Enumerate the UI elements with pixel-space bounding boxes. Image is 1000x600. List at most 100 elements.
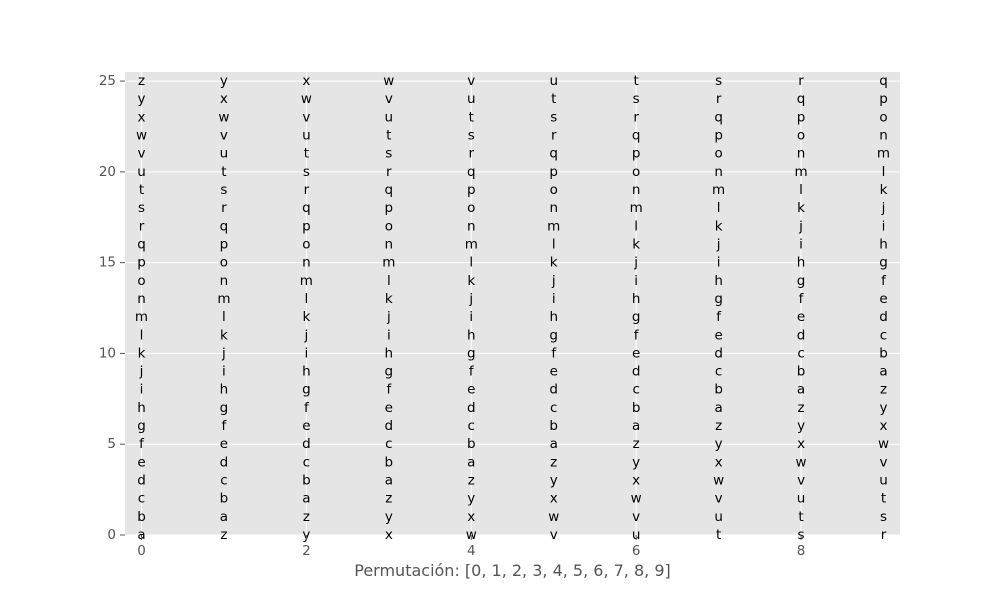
- cell-letter: g: [220, 400, 229, 416]
- cell-letter: h: [220, 382, 229, 398]
- cell-letter: s: [138, 200, 145, 216]
- cell-letter: h: [714, 273, 723, 289]
- cell-letter: o: [714, 146, 722, 162]
- cell-letter: t: [551, 91, 556, 107]
- x-tick-label: 6: [632, 543, 641, 559]
- cell-letter: p: [549, 164, 558, 180]
- cell-letter: f: [222, 418, 228, 434]
- cell-letter: d: [467, 400, 476, 416]
- cell-letter: x: [797, 436, 805, 452]
- cell-letter: w: [631, 491, 642, 507]
- cell-letter: s: [303, 164, 310, 180]
- cell-letter: a: [550, 436, 558, 452]
- cell-letter: w: [713, 473, 724, 489]
- cell-letter: o: [385, 218, 393, 234]
- cell-letter: b: [467, 436, 476, 452]
- cell-letter: h: [879, 236, 888, 252]
- cell-letter: h: [467, 327, 476, 343]
- cell-letter: n: [302, 255, 311, 271]
- cell-letter: x: [467, 509, 475, 525]
- cell-letter: j: [139, 364, 144, 380]
- cell-letter: m: [135, 309, 148, 325]
- cell-letter: v: [137, 146, 145, 162]
- cell-letter: e: [879, 291, 887, 307]
- cell-letter: i: [140, 382, 144, 398]
- cell-letter: a: [797, 382, 805, 398]
- cell-letter: j: [468, 291, 473, 307]
- cell-letter: f: [634, 327, 640, 343]
- cell-letter: l: [305, 291, 309, 307]
- cell-letter: i: [882, 218, 886, 234]
- cell-letter: f: [386, 382, 392, 398]
- cell-letter: m: [547, 218, 560, 234]
- cell-letter: d: [879, 309, 888, 325]
- cell-letter: q: [220, 218, 229, 234]
- cell-letter: r: [139, 218, 145, 234]
- cell-letter: l: [222, 309, 226, 325]
- cell-letter: e: [714, 327, 722, 343]
- cell-letter: x: [715, 454, 723, 470]
- cell-letter: a: [714, 400, 722, 416]
- cell-letter: b: [879, 345, 888, 361]
- cell-letter: c: [550, 400, 557, 416]
- cell-letter: m: [217, 291, 230, 307]
- cell-letter: o: [879, 109, 887, 125]
- cell-letter: e: [797, 309, 805, 325]
- cell-letter: t: [304, 146, 309, 162]
- cell-letter: q: [797, 91, 806, 107]
- cell-letter: i: [799, 236, 803, 252]
- cell-letter: k: [302, 309, 310, 325]
- cell-letter: i: [552, 291, 556, 307]
- cell-letter: k: [385, 291, 393, 307]
- cell-letter: w: [218, 109, 229, 125]
- cell-letter: s: [468, 128, 475, 144]
- cell-letter: v: [385, 91, 393, 107]
- cell-letter: b: [137, 509, 146, 525]
- cell-letter: d: [797, 327, 806, 343]
- cell-letter: h: [632, 291, 641, 307]
- cell-letter: k: [632, 236, 640, 252]
- cell-letter: h: [797, 255, 806, 271]
- cell-letter: g: [549, 327, 558, 343]
- cell-letter: v: [220, 128, 228, 144]
- y-tick-label: 5: [107, 436, 116, 452]
- cell-letter: c: [220, 473, 227, 489]
- cell-letter: q: [467, 164, 476, 180]
- cell-letter: b: [220, 491, 229, 507]
- cell-letter: i: [387, 327, 391, 343]
- cell-letter: w: [136, 128, 147, 144]
- cell-letter: o: [467, 200, 475, 216]
- cell-letter: f: [799, 291, 805, 307]
- cell-letter: n: [797, 146, 806, 162]
- cell-letter: v: [880, 454, 888, 470]
- cell-letter: i: [634, 273, 638, 289]
- cell-letter: b: [549, 418, 558, 434]
- cell-letter: g: [467, 345, 476, 361]
- cell-letter: k: [220, 327, 228, 343]
- cell-letter: t: [634, 73, 639, 89]
- cell-letter: g: [302, 382, 311, 398]
- cell-letter: w: [383, 73, 394, 89]
- cell-letter: p: [302, 218, 311, 234]
- cell-letter: e: [302, 418, 310, 434]
- cell-letter: x: [137, 109, 145, 125]
- y-tick-label: 15: [99, 255, 116, 271]
- cell-letter: t: [881, 491, 886, 507]
- y-tick-label: 10: [99, 345, 116, 361]
- cell-letter: i: [305, 345, 309, 361]
- cell-letter: z: [385, 491, 392, 507]
- cell-letter: t: [798, 509, 803, 525]
- cell-letter: m: [630, 200, 643, 216]
- cell-letter: j: [386, 309, 391, 325]
- cell-letter: a: [467, 454, 475, 470]
- cell-letter: n: [549, 200, 558, 216]
- cell-letter: m: [712, 182, 725, 198]
- cell-letter: r: [221, 200, 227, 216]
- cell-letter: g: [137, 418, 146, 434]
- cell-letter: k: [138, 345, 146, 361]
- cell-letter: y: [880, 400, 888, 416]
- cell-letter: o: [137, 273, 145, 289]
- y-tick-label: 25: [99, 73, 116, 89]
- cell-letter: b: [714, 382, 723, 398]
